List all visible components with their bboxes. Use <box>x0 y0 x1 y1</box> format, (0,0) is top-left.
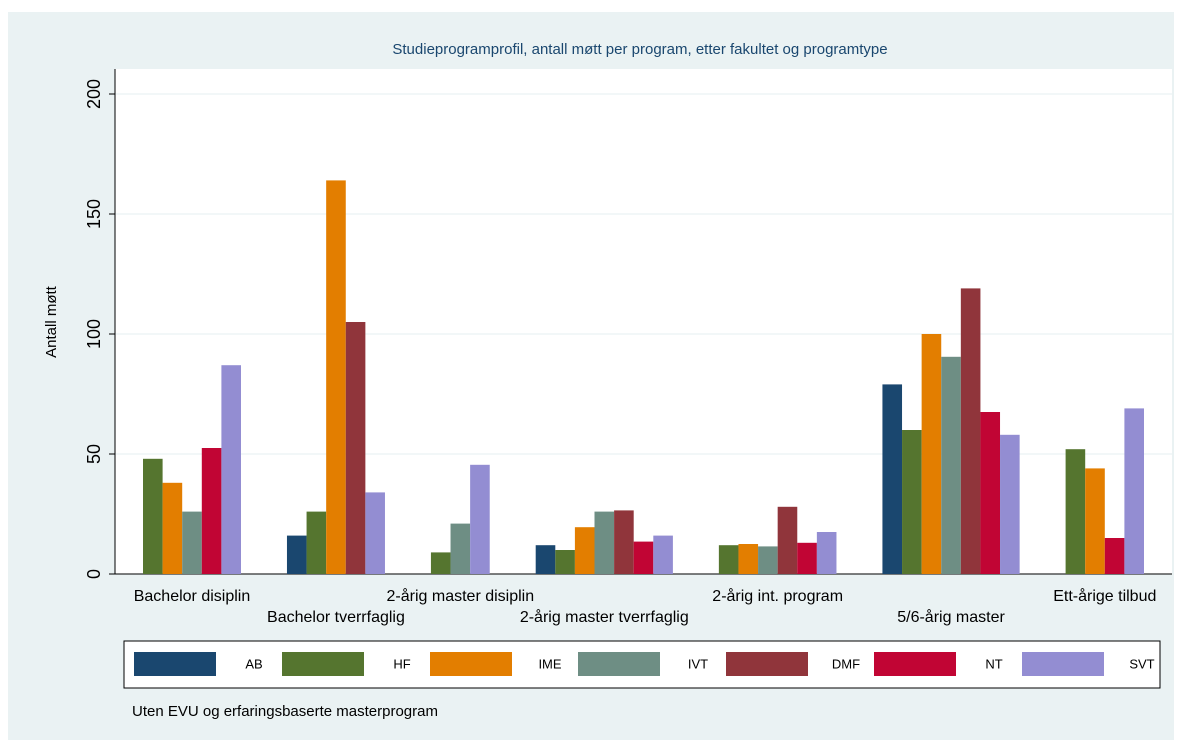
note: Uten EVU og erfaringsbaserte masterprogr… <box>132 703 438 720</box>
bar <box>143 458 163 574</box>
bar <box>450 523 471 574</box>
legend-label: SVT <box>1129 656 1154 671</box>
legend-swatch <box>430 652 512 676</box>
y-tick-label: 50 <box>84 444 104 464</box>
bar <box>816 532 837 574</box>
bar <box>653 535 673 574</box>
legend-swatch <box>726 652 808 676</box>
x-tick-label: Bachelor disiplin <box>134 588 251 605</box>
bar <box>921 334 942 574</box>
bar <box>614 510 634 574</box>
bar <box>960 288 981 574</box>
bar <box>777 506 798 574</box>
legend-swatch <box>1022 652 1104 676</box>
y-tick-label: 200 <box>84 79 104 109</box>
legend-swatch <box>134 652 216 676</box>
bar <box>162 482 183 574</box>
bar <box>221 365 241 574</box>
legend-label: AB <box>245 656 262 671</box>
x-tick-label: Bachelor tverrfaglig <box>267 609 405 626</box>
bar <box>797 542 817 574</box>
bar <box>738 544 759 574</box>
bar <box>326 180 346 574</box>
bar <box>345 322 366 574</box>
legend-swatch <box>578 652 660 676</box>
legend-label: DMF <box>832 656 860 671</box>
bar <box>758 546 778 574</box>
bar <box>902 430 922 574</box>
bar <box>574 527 595 574</box>
bar <box>201 448 222 574</box>
x-tick-label: 2-årig master disiplin <box>387 587 535 605</box>
bar <box>182 511 202 574</box>
bar <box>1104 538 1125 574</box>
x-tick-label: Ett-årige tilbud <box>1053 587 1156 605</box>
bar <box>365 492 385 574</box>
bar <box>594 511 615 574</box>
x-tick-label: 2-årig int. program <box>712 587 843 605</box>
bar <box>718 545 739 574</box>
bar <box>306 511 327 574</box>
legend-swatch <box>282 652 364 676</box>
bar <box>980 412 1001 574</box>
bar <box>941 356 961 574</box>
bar <box>430 552 451 574</box>
bar <box>1000 434 1020 574</box>
x-tick-label: 5/6-årig master <box>897 608 1005 626</box>
bar <box>1124 408 1144 574</box>
bar <box>555 550 575 574</box>
legend-label: NT <box>985 656 1002 671</box>
legend-label: HF <box>393 656 410 671</box>
y-tick-label: 150 <box>84 199 104 229</box>
chart-title: Studieprogramprofil, antall møtt per pro… <box>392 41 887 58</box>
bar <box>882 384 903 574</box>
legend-label: IME <box>538 656 561 671</box>
legend-swatch <box>874 652 956 676</box>
bar <box>535 545 556 574</box>
legend-label: IVT <box>688 656 708 671</box>
bar <box>286 535 307 574</box>
y-tick-label: 100 <box>84 319 104 349</box>
y-axis-label: Antall møtt <box>43 285 60 358</box>
y-tick-label: 0 <box>84 569 104 579</box>
bar <box>1085 468 1105 574</box>
bar <box>1065 449 1086 574</box>
x-tick-label: 2-årig master tverrfaglig <box>520 608 689 626</box>
bar <box>633 541 654 574</box>
bar <box>470 464 490 574</box>
